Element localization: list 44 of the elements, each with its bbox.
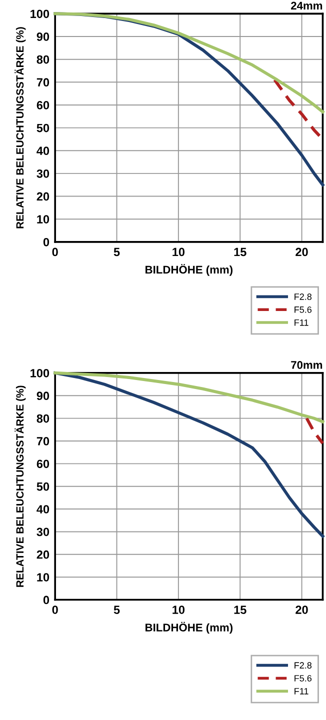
x-axis-title: BILDHÖHE (mm) (146, 622, 232, 634)
y-tick-label: 20 (36, 550, 50, 559)
x-tick-label: 15 (234, 248, 246, 256)
y-tick-label: 0 (43, 238, 50, 246)
y-tick-label: 20 (36, 192, 50, 201)
x-tick-label: 5 (114, 248, 120, 256)
x-tick-label: 10 (172, 606, 185, 614)
x-tick-label: 0 (52, 606, 58, 614)
y-tick-label: 90 (36, 32, 50, 41)
y-tick-label: 40 (36, 505, 50, 514)
legend-label: F2.8 (294, 294, 312, 300)
y-tick-label: 30 (36, 528, 50, 536)
legend-label: F11 (294, 688, 308, 694)
x-tick-label: 20 (296, 248, 308, 256)
y-tick-label: 30 (36, 169, 50, 178)
y-tick-label: 40 (36, 146, 50, 156)
y-tick-label: 50 (36, 124, 50, 132)
y-tick-label: 0 (43, 596, 50, 604)
x-tick-label: 20 (296, 606, 308, 614)
legend-label: F5.6 (294, 675, 312, 682)
y-tick-label: 70 (36, 437, 50, 446)
y-axis-title: RELATIVE BELEUCHTUNGSSTÄRKE (%) (14, 27, 26, 228)
y-axis-title: RELATIVE BELEUCHTUNGSSTÄRKE (%) (14, 386, 26, 587)
x-tick-label: 0 (52, 248, 58, 256)
chart-title: 70mm (291, 361, 322, 369)
y-tick-label: 90 (36, 392, 50, 400)
y-tick-label: 80 (36, 414, 50, 423)
y-tick-label: 10 (37, 573, 50, 582)
chart-title: 24mm (291, 2, 322, 10)
legend-label: F2.8 (294, 662, 312, 669)
y-tick-label: 50 (36, 482, 50, 491)
y-tick-label: 60 (36, 460, 50, 468)
legend-label: F5.6 (294, 306, 312, 313)
x-axis-title: BILDHÖHE (mm) (146, 264, 232, 276)
y-tick-label: 70 (36, 78, 50, 87)
y-tick-label: 80 (36, 55, 50, 64)
x-tick-label: 5 (114, 606, 120, 614)
legend-label: F11 (294, 319, 308, 326)
x-tick-label: 15 (234, 606, 246, 614)
x-tick-label: 10 (172, 248, 185, 256)
y-tick-label: 60 (36, 101, 50, 110)
y-tick-label: 10 (37, 215, 50, 224)
y-tick-label: 100 (30, 368, 50, 378)
y-tick-label: 100 (30, 10, 50, 18)
